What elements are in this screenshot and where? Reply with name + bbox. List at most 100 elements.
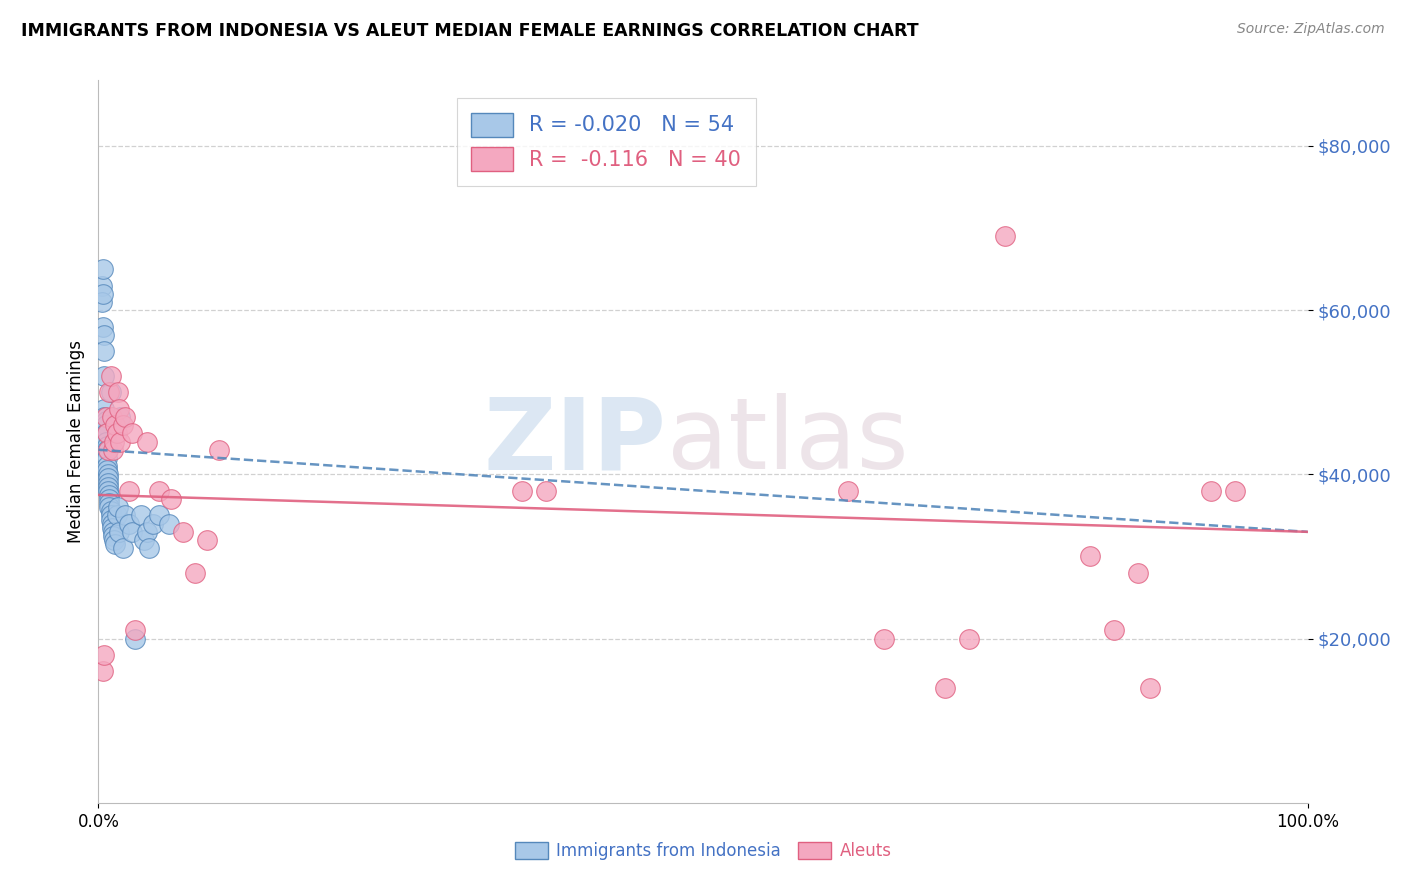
Point — [100, 409, 122, 424]
Point — [103, 434, 125, 449]
Point — [94, 426, 117, 441]
Y-axis label: Median Female Earnings: Median Female Earnings — [66, 340, 84, 543]
Point — [1223, 483, 1246, 498]
Point — [121, 524, 143, 539]
Point — [97, 467, 120, 482]
Point — [91, 278, 114, 293]
Point — [94, 409, 117, 424]
Point — [157, 516, 180, 531]
Point — [100, 512, 122, 526]
Point — [1139, 681, 1161, 695]
Point — [160, 491, 183, 506]
Point — [135, 524, 157, 539]
Point — [114, 508, 136, 523]
Point — [96, 459, 118, 474]
Point — [118, 483, 141, 498]
Point — [93, 409, 115, 424]
Point — [96, 426, 118, 441]
Point — [101, 442, 124, 457]
Point — [129, 508, 152, 523]
Point — [105, 426, 128, 441]
Point — [100, 504, 122, 518]
Point — [148, 483, 170, 498]
Point — [97, 471, 120, 485]
Point — [534, 483, 557, 498]
Point — [96, 450, 118, 465]
Point — [107, 385, 129, 400]
Point — [148, 508, 170, 523]
Point — [124, 624, 146, 638]
Point — [121, 426, 143, 441]
Point — [108, 401, 131, 416]
Point — [97, 480, 120, 494]
Point — [118, 516, 141, 531]
Point — [1199, 483, 1222, 498]
Point — [873, 632, 896, 646]
Point — [98, 488, 121, 502]
Point — [142, 516, 165, 531]
Point — [111, 541, 134, 556]
Point — [195, 533, 218, 547]
Point — [96, 442, 118, 457]
Text: IMMIGRANTS FROM INDONESIA VS ALEUT MEDIAN FEMALE EARNINGS CORRELATION CHART: IMMIGRANTS FROM INDONESIA VS ALEUT MEDIA… — [21, 22, 918, 40]
Point — [100, 516, 122, 531]
Point — [100, 521, 122, 535]
Point — [134, 533, 156, 547]
Point — [138, 541, 160, 556]
Text: atlas: atlas — [666, 393, 908, 490]
Point — [510, 483, 533, 498]
Point — [103, 533, 125, 547]
Point — [91, 286, 114, 301]
Point — [1078, 549, 1101, 564]
Point — [957, 632, 980, 646]
Point — [124, 632, 146, 646]
Text: ZIP: ZIP — [484, 393, 666, 490]
Point — [135, 434, 157, 449]
Point — [91, 295, 114, 310]
Point — [837, 483, 859, 498]
Point — [100, 385, 122, 400]
Point — [98, 496, 121, 510]
Point — [93, 327, 115, 342]
Point — [96, 439, 118, 453]
Point — [101, 524, 124, 539]
Point — [1128, 566, 1150, 580]
Point — [98, 385, 121, 400]
Point — [107, 500, 129, 515]
Point — [994, 229, 1017, 244]
Point — [111, 418, 134, 433]
Point — [94, 418, 117, 433]
Point — [104, 537, 127, 551]
Point — [93, 648, 115, 662]
Point — [100, 368, 122, 383]
Point — [98, 491, 121, 506]
Point — [93, 368, 115, 383]
Point — [94, 434, 117, 449]
Point — [105, 508, 128, 523]
Point — [91, 319, 114, 334]
Point — [108, 409, 131, 424]
Point — [91, 665, 114, 679]
Text: Source: ZipAtlas.com: Source: ZipAtlas.com — [1237, 22, 1385, 37]
Point — [91, 262, 114, 277]
Point — [97, 483, 120, 498]
Point — [108, 524, 131, 539]
Point — [184, 566, 207, 580]
Point — [97, 442, 120, 457]
Legend: Immigrants from Indonesia, Aleuts: Immigrants from Indonesia, Aleuts — [508, 835, 898, 867]
Point — [1102, 624, 1125, 638]
Point — [101, 529, 124, 543]
Point — [98, 500, 121, 515]
Point — [96, 463, 118, 477]
Point — [100, 508, 122, 523]
Point — [93, 401, 115, 416]
Point — [208, 442, 231, 457]
Point — [97, 475, 120, 490]
Point — [172, 524, 194, 539]
Point — [93, 344, 115, 359]
Point — [108, 434, 131, 449]
Point — [114, 409, 136, 424]
Point — [104, 418, 127, 433]
Point — [94, 414, 117, 428]
Point — [934, 681, 956, 695]
